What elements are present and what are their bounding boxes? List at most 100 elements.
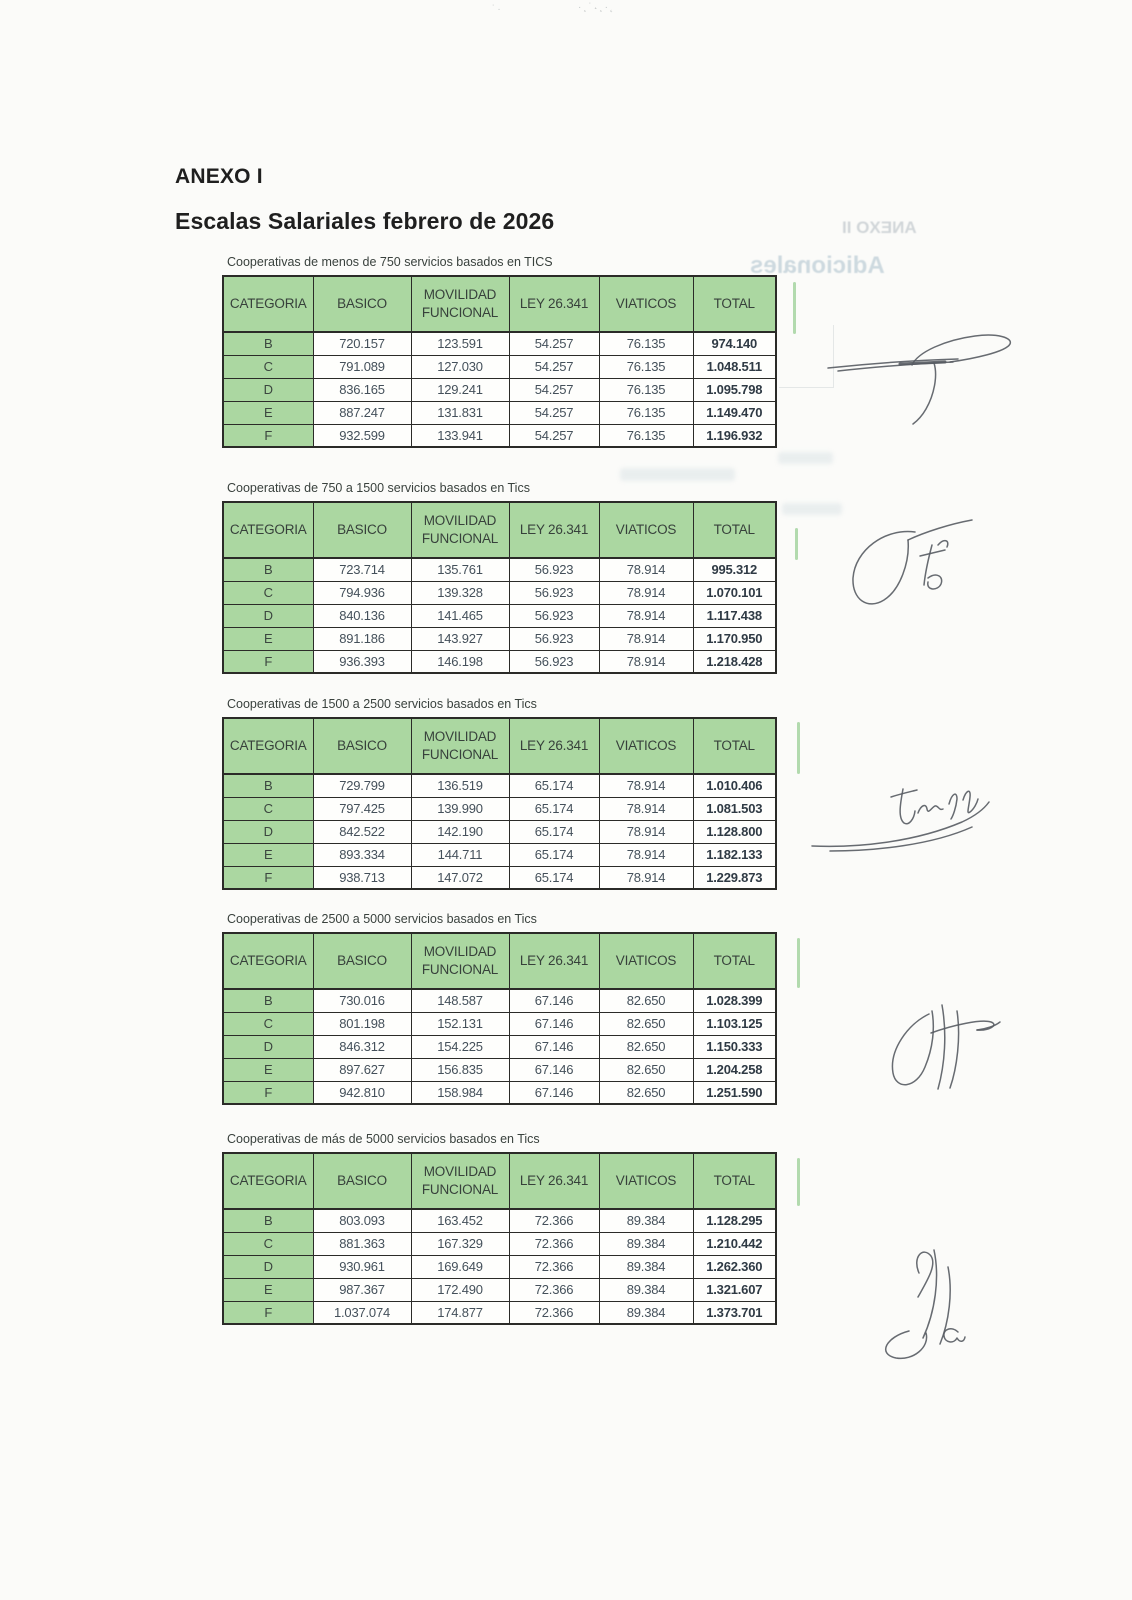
total-cell: 974.140 xyxy=(692,331,777,356)
value-cell: 72.366 xyxy=(508,1254,600,1279)
column-header: TOTAL xyxy=(692,501,777,559)
value-cell: 89.384 xyxy=(598,1254,694,1279)
column-header: LEY 26.341 xyxy=(508,932,600,990)
column-header: LEY 26.341 xyxy=(508,501,600,559)
value-cell: 65.174 xyxy=(508,773,600,798)
column-header: BASICO xyxy=(312,717,412,775)
total-cell: 1.128.295 xyxy=(692,1208,777,1233)
value-cell: 67.146 xyxy=(508,1034,600,1059)
value-cell: 891.186 xyxy=(312,626,412,651)
column-header: MOVILIDAD FUNCIONAL xyxy=(410,1152,510,1210)
value-cell: 67.146 xyxy=(508,1080,600,1105)
column-header: MOVILIDAD FUNCIONAL xyxy=(410,275,510,333)
bleed-through-green-line xyxy=(793,282,796,334)
table-row: B 729.799 136.519 65.174 78.914 1.010.406 xyxy=(222,773,777,798)
column-header: CATEGORIA xyxy=(222,501,314,559)
column-header: VIATICOS xyxy=(598,1152,694,1210)
salary-table: CATEGORIA BASICO MOVILIDAD FUNCIONAL LEY 26… xyxy=(222,932,777,1105)
signature-stroke-1 xyxy=(827,334,1012,425)
total-cell: 1.196.932 xyxy=(692,423,777,448)
value-cell: 72.366 xyxy=(508,1277,600,1302)
scan-speck: ˙· xyxy=(492,4,503,15)
value-cell: 942.810 xyxy=(312,1080,412,1105)
category-cell: D xyxy=(222,819,314,844)
table-caption: Cooperativas de más de 5000 servicios ba… xyxy=(227,1132,540,1146)
category-cell: E xyxy=(222,626,314,651)
column-header: VIATICOS xyxy=(598,501,694,559)
bleed-through-text-blob xyxy=(778,452,833,464)
bleed-through-green-line xyxy=(797,722,800,774)
category-cell: C xyxy=(222,796,314,821)
table-row: C 797.425 139.990 65.174 78.914 1.081.503 xyxy=(222,796,777,821)
column-header: TOTAL xyxy=(692,1152,777,1210)
column-header: BASICO xyxy=(312,275,412,333)
bleed-through-green-line xyxy=(797,1158,800,1206)
value-cell: 78.914 xyxy=(598,603,694,628)
total-cell: 1.150.333 xyxy=(692,1034,777,1059)
table-row: B 720.157 123.591 54.257 76.135 974.140 xyxy=(222,331,777,356)
value-cell: 65.174 xyxy=(508,819,600,844)
value-cell: 54.257 xyxy=(508,400,600,425)
category-cell: B xyxy=(222,988,314,1013)
category-cell: C xyxy=(222,580,314,605)
signature-stroke-4 xyxy=(891,1004,1001,1090)
salary-table-section-750-1500: Cooperativas de 750 a 1500 servicios bas… xyxy=(222,481,778,674)
column-header: CATEGORIA xyxy=(222,1152,314,1210)
value-cell: 154.225 xyxy=(410,1034,510,1059)
value-cell: 76.135 xyxy=(598,377,694,402)
category-cell: C xyxy=(222,354,314,379)
column-header: MOVILIDAD FUNCIONAL xyxy=(410,501,510,559)
category-cell: F xyxy=(222,423,314,448)
value-cell: 836.165 xyxy=(312,377,412,402)
table-row: F 936.393 146.198 56.923 78.914 1.218.428 xyxy=(222,649,777,674)
total-cell: 1.095.798 xyxy=(692,377,777,402)
value-cell: 89.384 xyxy=(598,1300,694,1325)
table-caption: Cooperativas de 750 a 1500 servicios bas… xyxy=(227,481,530,495)
bleed-through-green-line xyxy=(795,528,798,560)
value-cell: 893.334 xyxy=(312,842,412,867)
table-row: E 897.627 156.835 67.146 82.650 1.204.258 xyxy=(222,1057,777,1082)
bleed-through-green-line xyxy=(797,938,800,988)
header-row: CATEGORIA BASICO MOVILIDAD FUNCIONAL LEY 26… xyxy=(222,501,777,559)
value-cell: 89.384 xyxy=(598,1231,694,1256)
total-cell: 1.010.406 xyxy=(692,773,777,798)
signature-stroke-3 xyxy=(811,788,990,852)
bleed-through-heading: ANEXO II xyxy=(842,218,917,237)
value-cell: 76.135 xyxy=(598,331,694,356)
value-cell: 142.190 xyxy=(410,819,510,844)
value-cell: 156.835 xyxy=(410,1057,510,1082)
value-cell: 846.312 xyxy=(312,1034,412,1059)
value-cell: 54.257 xyxy=(508,377,600,402)
value-cell: 803.093 xyxy=(312,1208,412,1233)
column-header: CATEGORIA xyxy=(222,717,314,775)
table-row: E 891.186 143.927 56.923 78.914 1.170.950 xyxy=(222,626,777,651)
column-header: CATEGORIA xyxy=(222,932,314,990)
value-cell: 78.914 xyxy=(598,819,694,844)
column-header: MOVILIDAD FUNCIONAL xyxy=(410,932,510,990)
total-cell: 1.070.101 xyxy=(692,580,777,605)
value-cell: 1.037.074 xyxy=(312,1300,412,1325)
column-header: TOTAL xyxy=(692,717,777,775)
value-cell: 67.146 xyxy=(508,988,600,1013)
value-cell: 169.649 xyxy=(410,1254,510,1279)
table-row: F 938.713 147.072 65.174 78.914 1.229.873 xyxy=(222,865,777,890)
salary-table-section-1500-2500: Cooperativas de 1500 a 2500 servicios ba… xyxy=(222,697,778,890)
total-cell: 1.149.470 xyxy=(692,400,777,425)
value-cell: 139.328 xyxy=(410,580,510,605)
value-cell: 987.367 xyxy=(312,1277,412,1302)
value-cell: 139.990 xyxy=(410,796,510,821)
value-cell: 76.135 xyxy=(598,400,694,425)
signature-stroke-5 xyxy=(884,1249,966,1360)
total-cell: 1.182.133 xyxy=(692,842,777,867)
value-cell: 729.799 xyxy=(312,773,412,798)
value-cell: 163.452 xyxy=(410,1208,510,1233)
salary-table: CATEGORIA BASICO MOVILIDAD FUNCIONAL LEY 26… xyxy=(222,501,777,674)
salary-table-section-2500-5000: Cooperativas de 2500 a 5000 servicios ba… xyxy=(222,912,778,1105)
value-cell: 65.174 xyxy=(508,796,600,821)
table-row: F 932.599 133.941 54.257 76.135 1.196.932 xyxy=(222,423,777,448)
category-cell: B xyxy=(222,331,314,356)
column-header: CATEGORIA xyxy=(222,275,314,333)
table-row: C 794.936 139.328 56.923 78.914 1.070.101 xyxy=(222,580,777,605)
category-cell: D xyxy=(222,603,314,628)
